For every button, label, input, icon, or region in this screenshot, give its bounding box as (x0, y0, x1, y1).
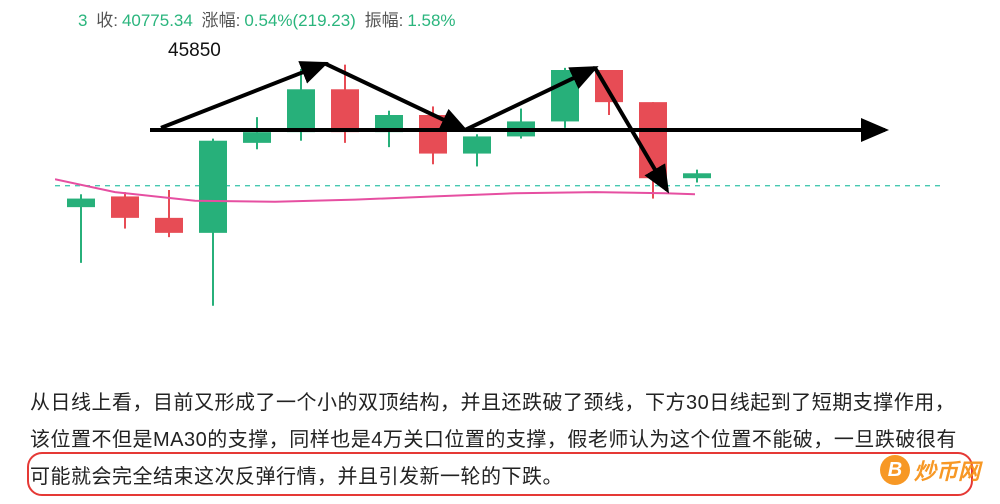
leading-digit: 3 (78, 11, 87, 30)
chg-value: 0.54%(219.23) (244, 11, 356, 30)
watermark: B 炒币网 (880, 454, 980, 486)
watermark-text: 炒币网 (914, 454, 980, 486)
analysis-paragraph: 从日线上看，目前又形成了一个小的双顶结构，并且还跌破了颈线，下方30日线起到了短… (30, 385, 970, 496)
candlestick-chart: 45850 (55, 40, 945, 340)
chg-label: 涨幅: (202, 11, 241, 30)
amp-value: 1.58% (407, 11, 455, 30)
bitcoin-icon: B (880, 455, 910, 485)
chart-header: 3 收:40775.34 涨幅:0.54%(219.23) 振幅:1.58% (78, 6, 460, 31)
amp-label: 振幅: (365, 11, 404, 30)
candles-layer (55, 40, 945, 340)
close-label: 收: (96, 11, 118, 30)
close-value: 40775.34 (122, 11, 193, 30)
